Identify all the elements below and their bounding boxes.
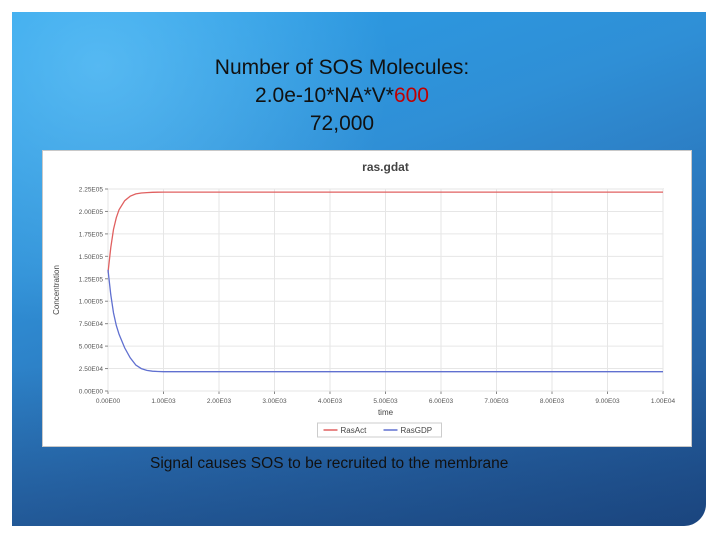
y-tick-label: 1.75E05 bbox=[79, 231, 104, 238]
legend-label-rasact: RasAct bbox=[341, 426, 368, 435]
y-tick-label: 2.00E05 bbox=[79, 209, 104, 216]
series-line-rasgdp bbox=[107, 269, 663, 373]
x-tick-label: 2.00E03 bbox=[207, 398, 232, 405]
chart-title: ras.gdat bbox=[362, 160, 409, 174]
x-tick-label: 8.00E03 bbox=[540, 398, 565, 405]
y-tick-label: 2.25E05 bbox=[79, 187, 104, 194]
x-tick-label: 5.00E03 bbox=[373, 398, 398, 405]
title-line-2: 2.0e-10*NA*V*600 bbox=[142, 82, 542, 110]
slide-title: Number of SOS Molecules: 2.0e-10*NA*V*60… bbox=[142, 54, 542, 138]
x-tick-label: 1.00E03 bbox=[151, 398, 176, 405]
x-tick-label: 6.00E03 bbox=[429, 398, 454, 405]
legend-label-rasgdp: RasGDP bbox=[401, 426, 433, 435]
title-line-2-prefix: 2.0e-10*NA*V* bbox=[255, 84, 394, 107]
x-tick-label: 1.00E04 bbox=[651, 398, 676, 405]
slide-background: Number of SOS Molecules: 2.0e-10*NA*V*60… bbox=[12, 12, 706, 526]
title-line-1: Number of SOS Molecules: bbox=[214, 56, 470, 79]
chart-svg: ras.gdat 0.00E00 1.00E03 2.00E03 3.00E03 4.00… bbox=[52, 160, 676, 438]
y-tick-label: 0.00E00 bbox=[79, 389, 104, 396]
slide-caption: Signal causes SOS to be recruited to the… bbox=[150, 455, 509, 472]
x-axis-label: time bbox=[378, 408, 394, 417]
x-tick-label: 7.00E03 bbox=[484, 398, 509, 405]
y-tick-label: 1.25E05 bbox=[79, 276, 104, 283]
x-tick-label: 4.00E03 bbox=[318, 398, 343, 405]
y-tick-label: 7.50E04 bbox=[79, 321, 104, 328]
x-tick-label: 9.00E03 bbox=[595, 398, 620, 405]
series-line-rasact bbox=[107, 191, 663, 273]
title-line-3: 72,000 bbox=[309, 112, 375, 135]
x-tick-label: 0.00E00 bbox=[96, 398, 121, 405]
legend-box bbox=[317, 422, 442, 438]
y-axis-label: Concentration bbox=[52, 265, 61, 315]
y-tick-label: 1.50E05 bbox=[79, 254, 104, 261]
y-tick-label: 5.00E04 bbox=[79, 344, 104, 351]
x-tick-label: 3.00E03 bbox=[262, 398, 287, 405]
y-tick-label: 2.50E04 bbox=[79, 366, 104, 373]
plot-panel: ras.gdat 0.00E00 1.00E03 2.00E03 3.00E03 4.00… bbox=[42, 150, 692, 447]
y-tick-label: 1.00E05 bbox=[79, 299, 104, 306]
title-line-2-highlight: 600 bbox=[393, 84, 429, 107]
